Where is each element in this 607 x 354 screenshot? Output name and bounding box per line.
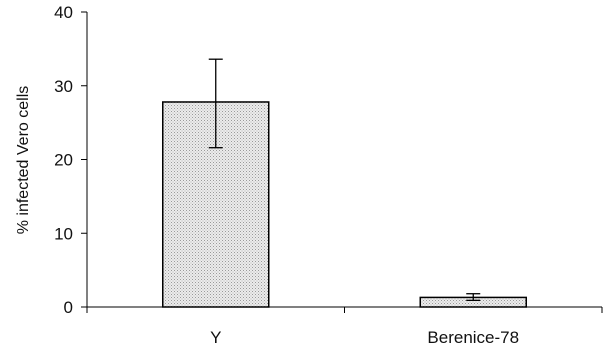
y-axis: 0 10 20 30 40 <box>54 3 88 317</box>
y-tick-label: 20 <box>54 151 73 170</box>
x-tick-label: Berenice-78 <box>427 328 519 347</box>
y-axis-label: % infected Vero cells <box>15 86 32 235</box>
error-bars <box>208 58 481 302</box>
y-tick-label: 10 <box>54 224 73 243</box>
y-tick-label: 40 <box>54 3 73 22</box>
y-tick-label: 30 <box>54 77 73 96</box>
x-axis: Y Berenice-78 <box>86 306 603 347</box>
y-tick-label: 0 <box>64 298 73 317</box>
bars <box>162 101 527 308</box>
x-tick-label: Y <box>210 328 221 347</box>
